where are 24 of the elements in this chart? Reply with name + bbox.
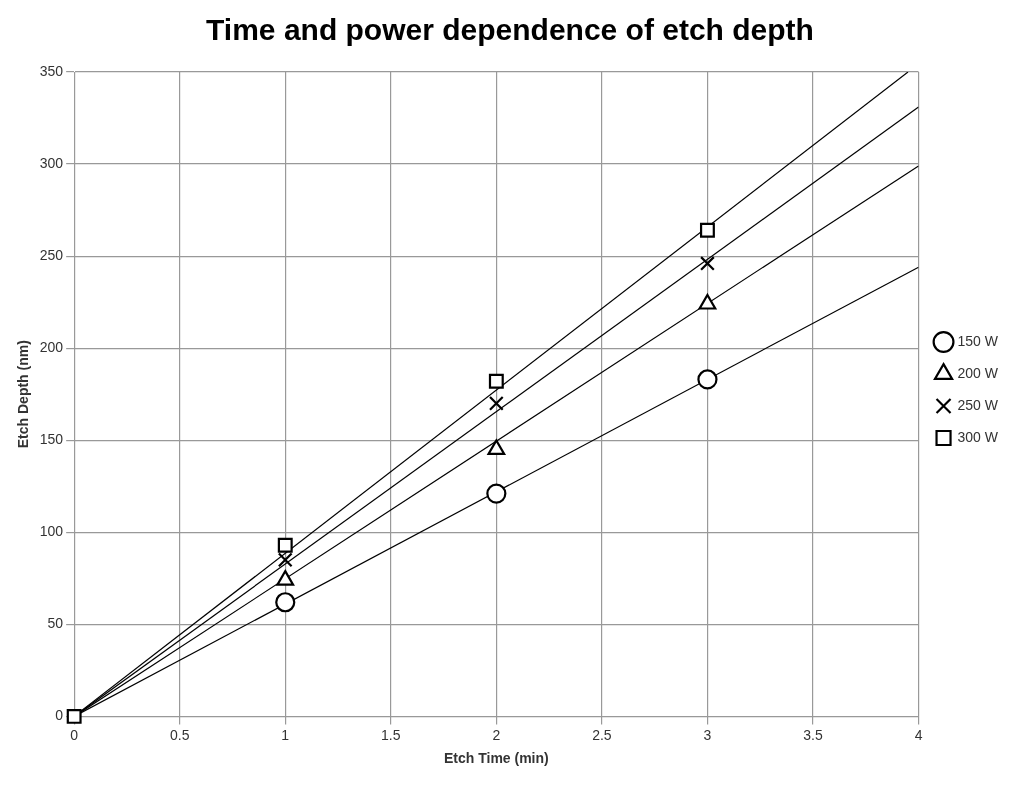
y-tick-label: 300 xyxy=(39,154,64,171)
x-tick-label: 1 xyxy=(281,726,290,743)
x-tick-label: 3 xyxy=(703,726,712,743)
x-tick-label: 2 xyxy=(492,726,501,743)
x-tick-label: 3.5 xyxy=(803,726,823,743)
y-tick-label: 350 xyxy=(39,62,64,79)
y-tick-label: 250 xyxy=(39,246,64,263)
x-axis-title: Etch Time (min) xyxy=(443,750,549,767)
x-tick-label: 0 xyxy=(70,726,79,743)
legend-label: 250 W xyxy=(957,396,999,413)
x-tick-label: 0.5 xyxy=(169,726,190,743)
x-tick-label: 2.5 xyxy=(592,726,612,743)
y-axis-title: Etch Depth (nm) xyxy=(15,340,32,449)
x-tick-label: 1.5 xyxy=(381,726,401,743)
legend-label: 200 W xyxy=(957,364,999,381)
legend-label: 300 W xyxy=(957,428,999,445)
legend-label: 150 W xyxy=(957,332,999,349)
y-tick-label: 150 xyxy=(39,431,64,448)
y-tick-label: 50 xyxy=(47,615,64,632)
chart-title: Time and power dependence of etch depth xyxy=(206,13,814,47)
y-tick-label: 0 xyxy=(55,707,64,724)
y-tick-label: 200 xyxy=(39,339,64,356)
y-tick-label: 100 xyxy=(39,523,64,540)
x-tick-label: 4 xyxy=(914,726,923,743)
